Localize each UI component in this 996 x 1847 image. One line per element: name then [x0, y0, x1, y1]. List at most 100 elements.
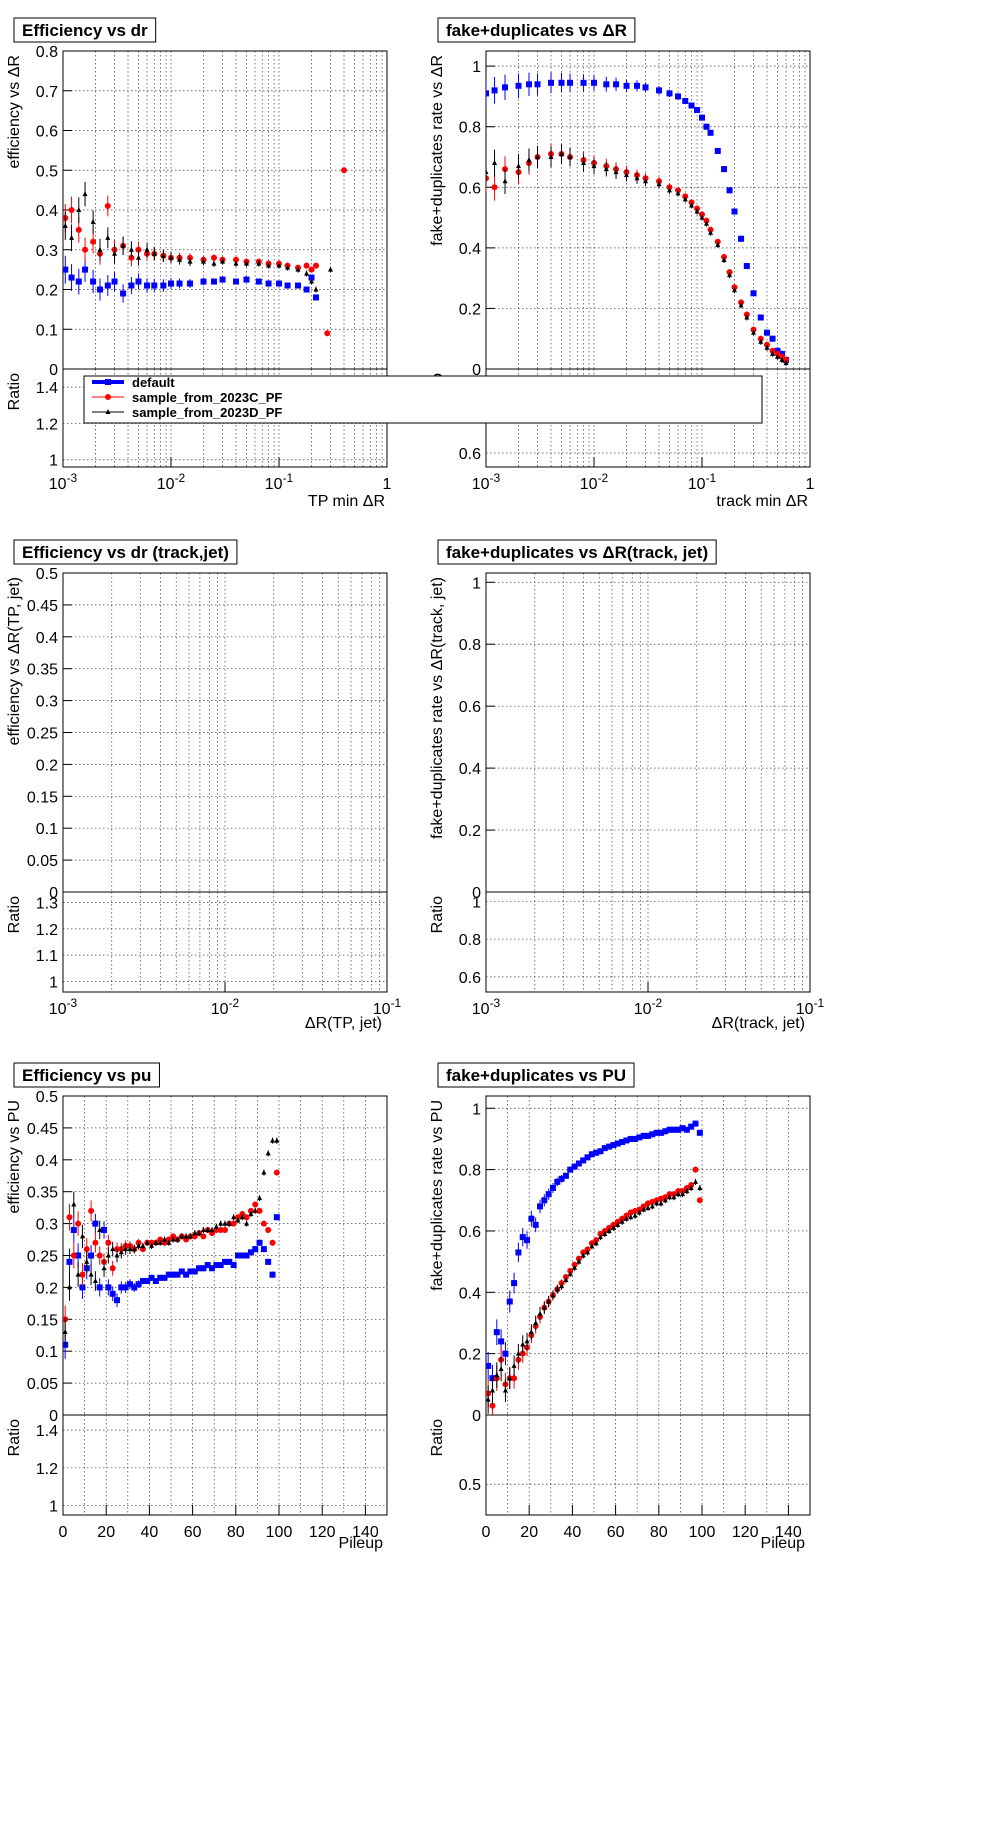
legend: defaultsample_from_2023C_PFsample_from_2… — [83, 375, 763, 424]
data-point — [541, 1304, 547, 1310]
data-point — [123, 1246, 129, 1252]
y-tick-label: 0 — [49, 1408, 58, 1425]
data-point — [654, 1200, 660, 1206]
data-point — [191, 1268, 198, 1275]
data-point — [591, 79, 597, 86]
ratio-y-tick-label: 1.2 — [36, 1461, 58, 1478]
data-point — [90, 278, 97, 285]
data-point — [684, 1188, 690, 1194]
data-point — [636, 1134, 643, 1141]
data-point — [239, 1211, 246, 1218]
data-point — [144, 282, 151, 289]
data-point — [104, 203, 111, 210]
data-point — [615, 1221, 621, 1227]
data-point — [84, 1258, 90, 1264]
data-point — [589, 1243, 595, 1249]
data-point — [645, 1132, 651, 1139]
data-point — [694, 205, 701, 212]
y-tick-label: 0.8 — [36, 44, 58, 61]
series-sample_from_2023D_PF — [63, 181, 334, 293]
data-point — [200, 1226, 206, 1232]
x-tick-label: 10-3 — [472, 996, 501, 1018]
data-point — [489, 1387, 495, 1393]
data-point — [693, 1178, 699, 1184]
legend-marker — [105, 409, 111, 414]
data-point — [222, 1226, 228, 1233]
x-tick-label: 120 — [309, 1524, 336, 1541]
data-point — [127, 1246, 133, 1252]
data-point — [715, 241, 721, 247]
data-point — [157, 1239, 163, 1245]
ratio-axis-label: Ratio — [6, 1419, 23, 1456]
data-point — [666, 1191, 673, 1198]
data-point — [174, 1271, 181, 1278]
x-tick-label: 20 — [97, 1524, 115, 1541]
data-point — [295, 282, 302, 289]
x-tick-label: 10-1 — [265, 471, 294, 493]
data-point — [230, 1262, 237, 1269]
data-point — [537, 1203, 543, 1210]
ratio-y-tick-label: 1.4 — [36, 380, 58, 397]
data-point — [233, 260, 239, 266]
data-point — [75, 1271, 81, 1277]
data-point — [575, 1255, 582, 1262]
data-point — [537, 1310, 543, 1316]
x-tick-label: 10-1 — [373, 996, 402, 1018]
data-point — [200, 278, 207, 285]
data-point — [597, 1231, 604, 1238]
panel-eff_pu: Efficiency vs pu Pileup efficiency vs PU Ra… — [6, 1062, 388, 1552]
data-point — [109, 1265, 116, 1272]
data-point — [220, 258, 226, 264]
data-point — [696, 1129, 703, 1136]
data-point — [88, 1271, 94, 1277]
data-point — [694, 208, 700, 214]
y-tick-label: 0.15 — [27, 789, 58, 806]
data-point — [494, 1372, 500, 1378]
data-point — [110, 1246, 116, 1252]
panel-title-text: Efficiency vs dr (track,jet) — [22, 543, 229, 562]
data-point — [658, 1200, 664, 1206]
data-point — [515, 1350, 521, 1356]
y-tick-label: 0 — [472, 885, 481, 902]
data-point — [727, 272, 733, 278]
panel-eff_drjet: Efficiency vs dr (track,jet) ΔR(TP, jet) e… — [6, 539, 388, 1032]
data-point — [63, 222, 68, 228]
data-point — [738, 235, 745, 242]
data-point — [675, 93, 682, 100]
legend-label: sample_from_2023D_PF — [132, 405, 282, 420]
data-point — [192, 1230, 198, 1236]
data-point — [559, 1283, 565, 1289]
x-tick-label: 10-2 — [211, 996, 240, 1018]
data-point — [324, 330, 331, 337]
panel-title-text: fake+duplicates vs ΔR(track, jet) — [446, 543, 708, 562]
data-point — [265, 1150, 271, 1156]
data-point — [273, 1214, 280, 1221]
data-point — [303, 262, 310, 269]
y-axis-label: fake+duplicates rate vs PU — [429, 1100, 446, 1291]
data-point — [675, 1191, 681, 1197]
y-tick-label: 0.4 — [36, 1153, 58, 1170]
plot-frame — [485, 1095, 811, 1416]
data-point — [764, 344, 770, 350]
data-point — [303, 286, 310, 293]
data-point — [682, 193, 689, 200]
data-point — [563, 1277, 569, 1283]
x-tick-label: 80 — [227, 1524, 245, 1541]
data-point — [151, 282, 158, 289]
data-point — [679, 1188, 686, 1195]
x-axis-label: track min ΔR — [716, 493, 808, 510]
x-tick-label: 10-3 — [472, 471, 501, 493]
data-point — [76, 207, 82, 212]
y-tick-label: 0.8 — [459, 1163, 481, 1180]
data-point — [554, 1178, 561, 1185]
data-point — [675, 190, 681, 196]
data-point — [222, 1220, 228, 1226]
data-point — [558, 150, 564, 156]
ratio-y-tick-label: 1.3 — [36, 896, 58, 913]
data-point — [721, 253, 728, 260]
data-point — [231, 1214, 237, 1220]
data-point — [525, 81, 532, 88]
data-point — [309, 278, 315, 284]
y-tick-label: 1 — [472, 575, 481, 592]
data-point — [92, 1239, 99, 1246]
